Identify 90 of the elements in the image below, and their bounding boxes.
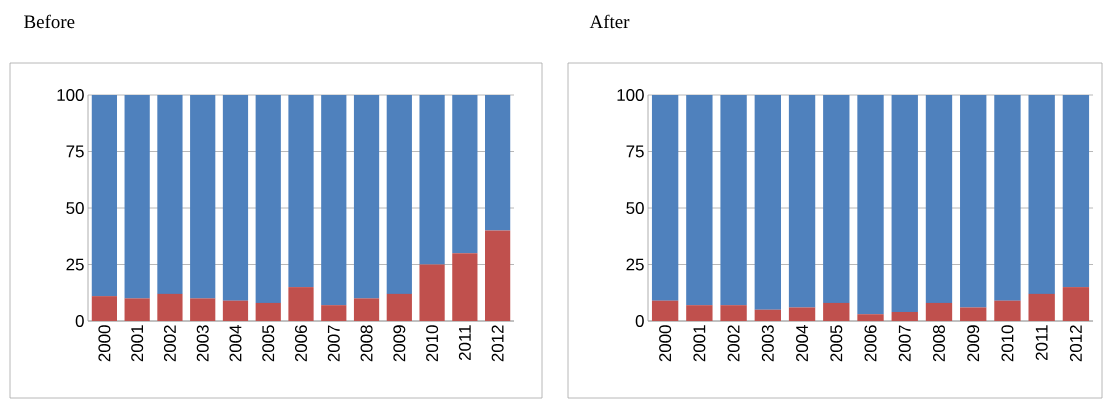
bar xyxy=(891,311,918,321)
x-tick-label: 2010 xyxy=(426,325,439,362)
x-tick-label: 2008 xyxy=(932,325,945,362)
x-tick-label: 2002 xyxy=(727,325,740,362)
x-tick-label: 2009 xyxy=(967,325,980,362)
x-tick-label: 2004 xyxy=(229,325,242,362)
x-tick-label: 2000 xyxy=(98,325,111,362)
y-tick-label: 0 xyxy=(635,315,644,327)
bar xyxy=(321,305,347,321)
x-tick-label: 2001 xyxy=(693,325,706,362)
bar xyxy=(452,253,478,321)
bar xyxy=(720,95,747,306)
bar xyxy=(419,264,445,321)
bar xyxy=(788,307,816,321)
chart-title: Before xyxy=(24,14,75,29)
x-tick-label: 2001 xyxy=(131,325,144,362)
x-tick-label: 2003 xyxy=(196,325,209,362)
x-tick-label: 2006 xyxy=(864,325,877,362)
bar xyxy=(1028,95,1055,294)
bar xyxy=(651,300,679,321)
bar xyxy=(651,95,679,301)
bar xyxy=(686,305,713,321)
x-tick-label: 2000 xyxy=(659,325,672,362)
bar xyxy=(857,95,884,315)
bar xyxy=(823,302,850,321)
chart-title: After xyxy=(589,14,630,29)
y-tick-label: 25 xyxy=(66,258,84,271)
bar xyxy=(823,95,850,303)
bar xyxy=(754,95,781,310)
y-tick-label: 100 xyxy=(617,89,644,101)
bar xyxy=(686,95,713,306)
y-tick-label: 50 xyxy=(66,202,84,214)
y-tick-label: 50 xyxy=(626,202,644,214)
bar xyxy=(222,95,249,301)
y-tick-label: 75 xyxy=(66,145,84,158)
x-tick-label: 2007 xyxy=(898,325,911,362)
bar xyxy=(994,300,1021,321)
x-tick-label: 2007 xyxy=(327,325,340,362)
y-tick-label: 25 xyxy=(626,258,644,271)
bar xyxy=(222,300,249,321)
bar xyxy=(1062,287,1090,321)
x-tick-label: 2008 xyxy=(360,325,373,362)
bar xyxy=(353,298,380,321)
y-tick-label: 0 xyxy=(75,315,84,327)
bar xyxy=(1062,95,1090,288)
bar xyxy=(754,309,781,321)
bar xyxy=(960,95,987,308)
bar xyxy=(353,95,380,299)
bar xyxy=(1028,293,1055,321)
x-tick-label: 2006 xyxy=(295,325,308,362)
x-tick-label: 2002 xyxy=(163,325,176,362)
y-tick-label: 100 xyxy=(57,89,84,101)
bar xyxy=(857,314,884,321)
bar xyxy=(157,95,183,294)
y-tick-label: 75 xyxy=(626,145,644,158)
bar xyxy=(124,298,150,321)
bar xyxy=(994,95,1021,301)
bar xyxy=(190,298,216,321)
bar xyxy=(720,305,747,321)
bar xyxy=(190,95,216,299)
x-tick-label: 2005 xyxy=(262,325,275,362)
bar xyxy=(321,95,347,306)
x-tick-label: 2012 xyxy=(1069,325,1082,362)
bar xyxy=(452,95,478,254)
x-tick-label: 2011 xyxy=(1035,325,1048,361)
bar xyxy=(925,302,953,321)
x-tick-label: 2009 xyxy=(393,325,406,362)
bar xyxy=(255,302,281,321)
bar xyxy=(288,95,314,288)
x-tick-label: 2011 xyxy=(458,325,471,361)
x-tick-label: 2004 xyxy=(796,325,809,362)
bar xyxy=(485,95,511,231)
bar xyxy=(485,230,511,321)
x-tick-label: 2010 xyxy=(1001,325,1014,362)
bar xyxy=(91,95,118,297)
bar xyxy=(124,95,150,299)
bar xyxy=(960,307,987,321)
x-tick-label: 2003 xyxy=(761,325,774,362)
bar xyxy=(255,95,281,303)
bar xyxy=(157,293,183,321)
bar xyxy=(925,95,953,303)
bar xyxy=(788,95,816,308)
bar xyxy=(891,95,918,312)
bar xyxy=(386,95,412,294)
bar xyxy=(288,287,314,321)
bar xyxy=(91,296,118,321)
x-tick-label: 2005 xyxy=(830,325,843,362)
x-tick-label: 2012 xyxy=(491,325,504,362)
bar xyxy=(419,95,445,265)
bar xyxy=(386,293,412,321)
